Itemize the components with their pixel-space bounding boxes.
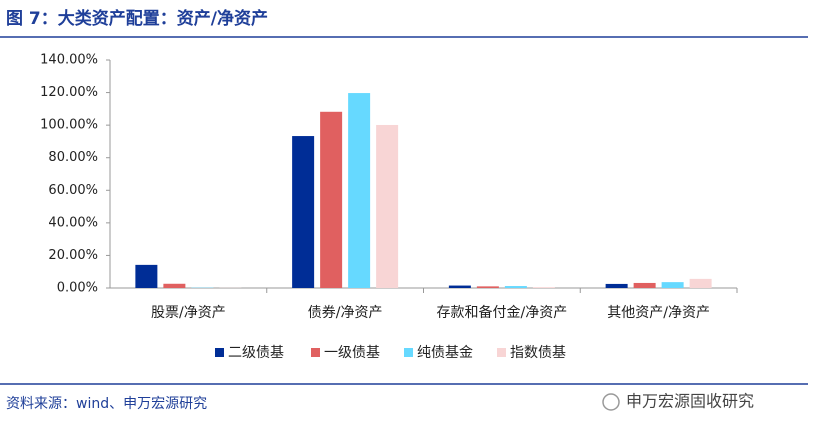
legend-swatch	[404, 348, 413, 357]
y-tick-label: 100.00%	[40, 118, 98, 133]
legend-label: 指数债基	[510, 344, 566, 361]
y-tick-label: 40.00%	[48, 215, 98, 230]
legend-swatch	[215, 348, 224, 357]
x-tick-label: 债券/净资产	[308, 305, 383, 321]
y-tick-label: 60.00%	[48, 183, 98, 198]
x-tick-label: 股票/净资产	[151, 305, 226, 321]
legend-label: 纯债基金	[417, 344, 473, 361]
legend-label: 一级债基	[324, 344, 380, 361]
watermark-icon	[602, 393, 620, 411]
y-tick-label: 120.00%	[40, 85, 98, 100]
legend-label: 二级债基	[228, 344, 284, 361]
bar	[504, 286, 527, 288]
bar	[376, 124, 399, 288]
bar	[348, 93, 371, 288]
bar	[605, 283, 628, 288]
bar	[476, 286, 499, 288]
bar	[163, 283, 186, 288]
x-tick-label: 其他资产/净资产	[607, 305, 710, 321]
chart-title: 图 7：大类资产配置：资产/净资产	[6, 8, 268, 29]
y-tick-label: 0.00%	[57, 281, 98, 296]
y-tick-label: 20.00%	[48, 248, 98, 263]
bar	[661, 282, 684, 288]
y-tick-label: 140.00%	[40, 53, 98, 68]
bar	[448, 285, 471, 288]
bar	[292, 136, 315, 288]
source: 资料来源：wind、申万宏源研究	[6, 396, 207, 412]
bar	[135, 264, 158, 288]
bar	[532, 287, 555, 288]
bar	[689, 278, 712, 288]
legend-swatch	[311, 348, 320, 357]
bar	[320, 111, 343, 288]
legend-swatch	[497, 348, 506, 357]
bar	[633, 282, 656, 288]
watermark: 申万宏源固收研究	[626, 392, 754, 411]
x-tick-label: 存款和备付金/净资产	[437, 304, 568, 321]
y-tick-label: 80.00%	[48, 150, 98, 165]
